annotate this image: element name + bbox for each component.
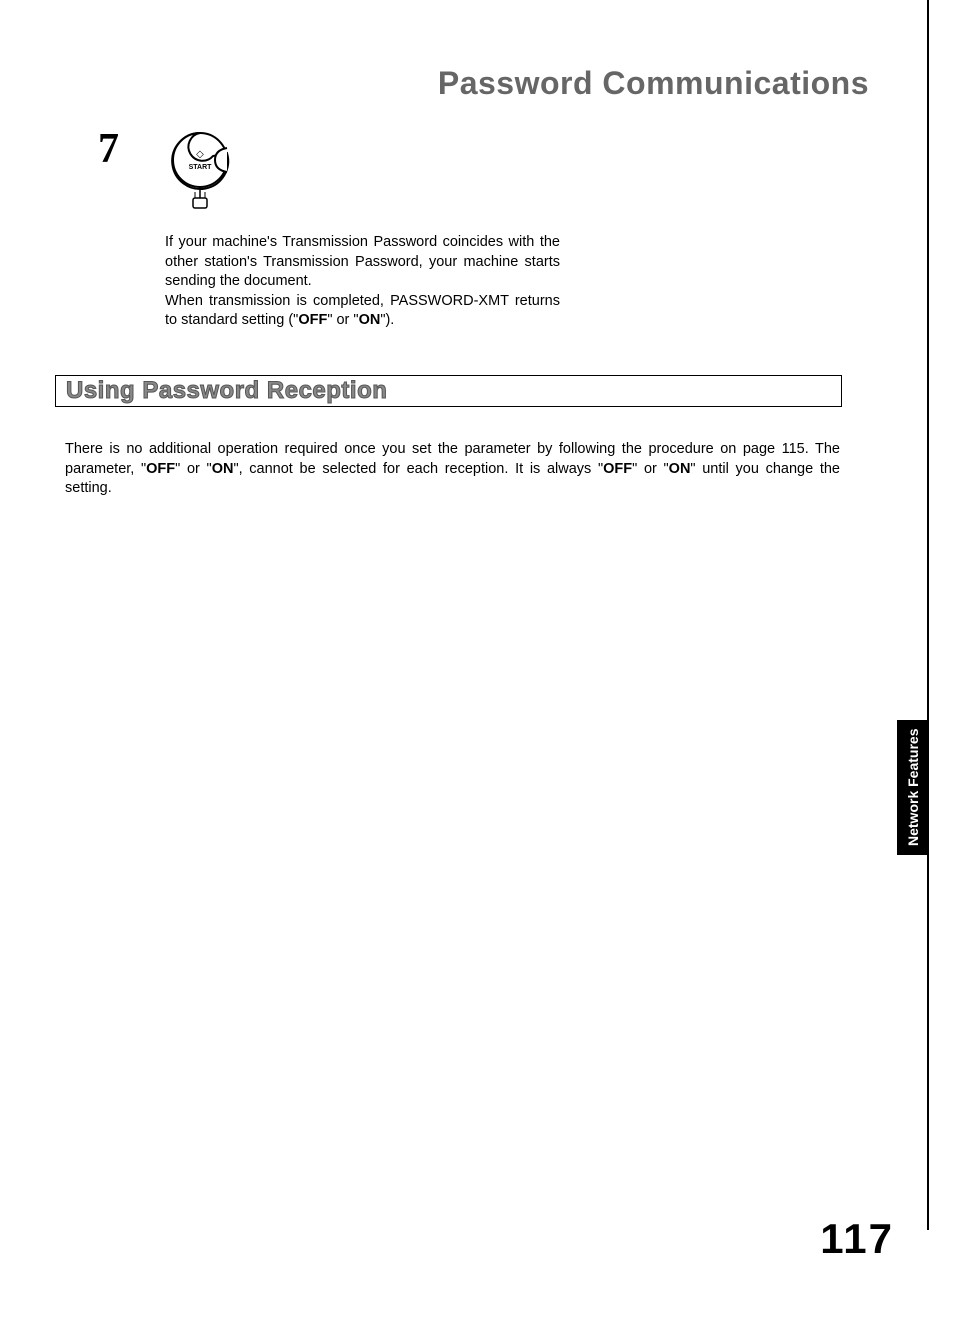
step-text-line1: If your machine's Transmission Password … xyxy=(165,234,560,289)
page-right-border xyxy=(927,0,929,1230)
body-paragraph: There is no additional operation require… xyxy=(65,440,840,499)
body-off2: OFF xyxy=(603,461,632,477)
step-text-line2b: " or " xyxy=(327,312,358,328)
page-title: Password Communications xyxy=(438,65,869,102)
step-instruction-text: If your machine's Transmission Password … xyxy=(165,233,560,331)
step-text-off: OFF xyxy=(298,312,327,328)
body-on2: ON xyxy=(669,461,691,477)
body-on: ON xyxy=(212,461,234,477)
start-label: START xyxy=(189,164,213,171)
body-1c: ", cannot be selected for each reception… xyxy=(233,461,603,477)
section-header: Using Password Reception xyxy=(66,377,387,405)
body-1b: " or " xyxy=(175,461,212,477)
start-button-icon: ◇ START xyxy=(165,128,245,218)
body-1d: " or " xyxy=(632,461,669,477)
section-header-box: Using Password Reception xyxy=(55,375,842,407)
page-number: 117 xyxy=(820,1215,894,1263)
step-text-on: ON xyxy=(359,312,381,328)
svg-text:◇: ◇ xyxy=(196,149,204,160)
step-number: 7 xyxy=(98,125,119,173)
step-text-line2c: "). xyxy=(380,312,394,328)
side-tab-network-features: Network Features xyxy=(897,720,929,855)
body-off: OFF xyxy=(146,461,175,477)
